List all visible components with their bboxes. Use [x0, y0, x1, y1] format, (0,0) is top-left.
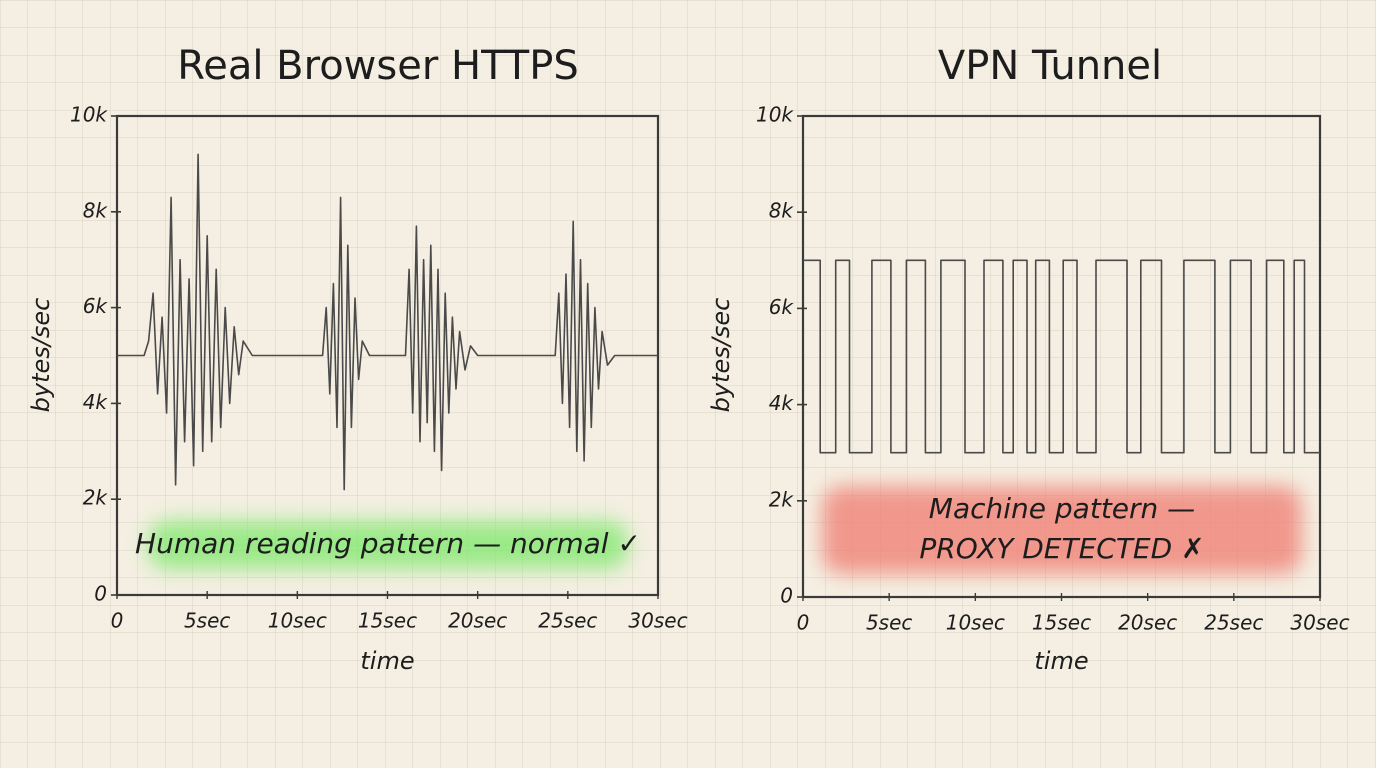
x-tick-label: 20sec — [448, 609, 507, 633]
x-tick-label: 20sec — [1118, 611, 1177, 635]
x-tick-label: 10sec — [268, 609, 327, 633]
x-tick-label: 5sec — [866, 611, 912, 635]
y-tick-label: 10k — [70, 103, 108, 127]
annotation: Human reading pattern — normal ✓ — [135, 527, 641, 560]
x-tick-label: 0 — [111, 609, 124, 633]
data-line — [117, 153, 658, 491]
annotation: PROXY DETECTED ✗ — [919, 532, 1204, 565]
y-axis-label: bytes/sec — [707, 298, 735, 413]
annotation-glow — [148, 521, 628, 569]
y-tick-label: 0 — [94, 582, 107, 606]
x-tick-label: 25sec — [1204, 611, 1263, 635]
y-tick-label: 2k — [769, 487, 795, 511]
x-tick-label: 25sec — [538, 609, 597, 633]
x-tick-label: 0 — [797, 611, 810, 635]
y-tick-label: 2k — [83, 486, 109, 510]
chart-panel: VPN Tunnel 0 2k 4k 6k 8k 10k 0 5sec 10sec 15sec 20s… — [707, 43, 1350, 675]
chart-title: Real Browser HTTPS — [177, 43, 579, 89]
y-tick-label: 10k — [756, 103, 794, 127]
y-tick-label: 8k — [83, 198, 109, 222]
x-tick-label: 15sec — [1032, 611, 1091, 635]
x-tick-label: 30sec — [628, 609, 687, 633]
y-tick-label: 8k — [769, 199, 795, 223]
x-axis-label: time — [360, 647, 414, 675]
x-axis-label: time — [1034, 647, 1088, 675]
x-tick-label: 10sec — [946, 611, 1005, 635]
chart-title: VPN Tunnel — [938, 43, 1162, 89]
data-line — [803, 259, 1320, 454]
y-tick-label: 4k — [769, 391, 795, 415]
y-tick-label: 6k — [83, 294, 109, 318]
annotation-glow — [822, 486, 1302, 574]
y-tick-label: 4k — [83, 390, 109, 414]
x-tick-label: 30sec — [1290, 611, 1349, 635]
y-tick-label: 0 — [780, 584, 793, 608]
y-axis-label: bytes/sec — [27, 298, 55, 413]
annotation: Machine pattern — — [929, 492, 1195, 525]
x-tick-label: 15sec — [358, 609, 417, 633]
y-tick-label: 6k — [769, 295, 795, 319]
chart-panel: Real Browser HTTPS 0 2k 4k 6k 8k 10k 0 5sec 10sec… — [27, 43, 688, 675]
x-tick-label: 5sec — [184, 609, 230, 633]
